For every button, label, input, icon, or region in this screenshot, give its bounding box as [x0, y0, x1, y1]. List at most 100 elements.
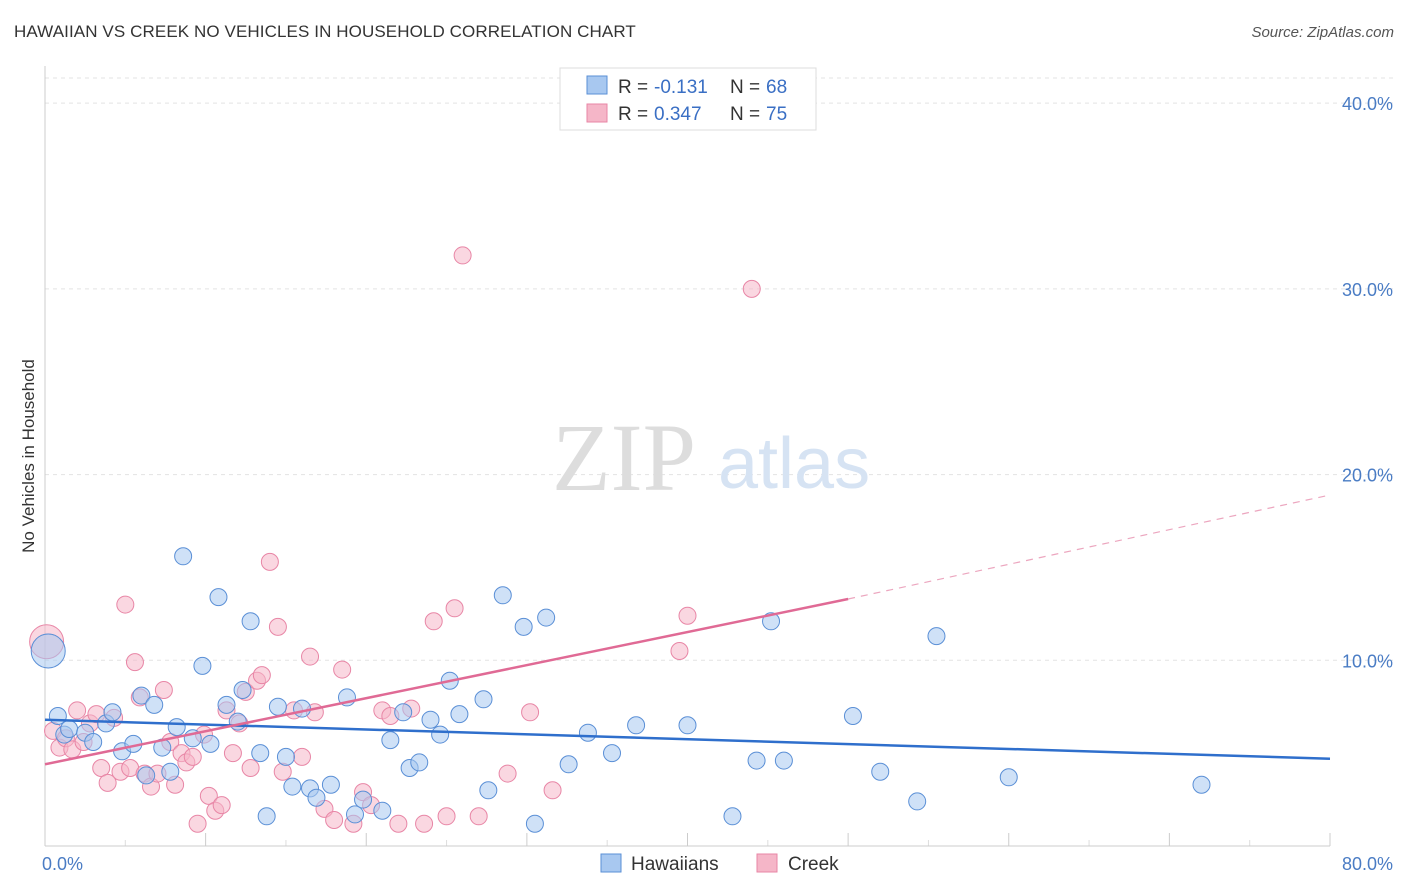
y-tick-label: 30.0%	[1342, 280, 1393, 300]
legend-r-value: 0.347	[654, 104, 702, 125]
bottom-legend: Hawaiians Creek	[600, 853, 839, 875]
data-point	[762, 612, 781, 631]
data-point	[381, 731, 400, 750]
y-tick-label: 20.0%	[1342, 466, 1393, 486]
data-point	[161, 762, 180, 781]
data-point	[871, 762, 890, 781]
watermark: ZIP atlas	[552, 404, 870, 511]
data-point	[479, 781, 498, 800]
data-point	[301, 647, 320, 666]
data-point	[116, 595, 135, 614]
data-point	[678, 606, 697, 625]
data-point	[257, 807, 276, 826]
y-tick-label: 40.0%	[1342, 94, 1393, 114]
data-point	[154, 681, 173, 699]
legend-n-label: N =	[730, 77, 760, 98]
data-point	[389, 814, 408, 833]
data-point	[354, 790, 373, 809]
data-point	[453, 246, 472, 265]
trend-lines	[44, 494, 1331, 766]
data-point	[493, 586, 512, 605]
data-point	[251, 744, 270, 763]
y-axis-label: No Vehicles in Household	[19, 359, 38, 553]
data-point	[68, 701, 87, 720]
data-point	[578, 723, 597, 742]
data-point	[603, 744, 622, 763]
chart-title: HAWAIIAN VS CREEK NO VEHICLES IN HOUSEHO…	[14, 22, 636, 41]
data-point	[293, 699, 311, 718]
data-point	[415, 814, 434, 833]
data-point	[474, 690, 493, 709]
data-point	[84, 733, 103, 751]
data-point	[233, 681, 252, 699]
data-point	[209, 588, 228, 607]
legend-box: R = -0.131 N = 68 R = 0.347 N = 75	[559, 67, 817, 131]
data-point	[537, 608, 556, 627]
data-point	[145, 695, 164, 714]
data-point	[167, 718, 186, 737]
data-point	[424, 612, 443, 631]
watermark-zip: ZIP	[552, 404, 696, 511]
data-point	[241, 759, 260, 777]
data-point	[908, 792, 927, 811]
data-point	[132, 686, 151, 705]
legend-n-value: 75	[766, 104, 787, 125]
data-point	[747, 751, 766, 770]
data-point	[268, 617, 287, 636]
legend-r-value: -0.131	[654, 77, 708, 98]
x-tick-labels: 0.0% 80.0%	[42, 854, 1393, 874]
data-point	[373, 801, 392, 820]
data-point	[283, 777, 302, 796]
data-point	[228, 712, 247, 731]
data-point	[217, 695, 236, 714]
data-point	[843, 707, 862, 725]
legend-n-value: 68	[766, 77, 787, 98]
data-point	[201, 734, 220, 753]
legend-swatch-hawaiians	[586, 75, 608, 95]
data-point	[103, 703, 122, 722]
bottom-legend-swatch-creek	[756, 853, 778, 873]
data-point	[137, 766, 156, 785]
data-point	[293, 747, 311, 766]
legend-r-label: R =	[618, 77, 648, 98]
data-point	[559, 755, 578, 774]
trend-line-creek-extension	[847, 494, 1331, 600]
x-tick-label: 80.0%	[1342, 854, 1393, 874]
legend-n-label: N =	[730, 104, 760, 125]
watermark-atlas: atlas	[718, 424, 870, 504]
bottom-legend-swatch-hawaiians	[600, 853, 622, 873]
data-point	[927, 627, 946, 646]
data-point	[188, 814, 207, 833]
data-point	[92, 759, 111, 777]
data-point	[437, 807, 456, 826]
data-point	[307, 788, 326, 807]
trend-line-creek	[44, 597, 849, 766]
x-tick-marks	[44, 833, 1331, 846]
trend-line-hawaiians	[44, 718, 1331, 760]
grid-lines	[45, 77, 1395, 661]
data-point	[252, 666, 271, 685]
data-point	[268, 697, 287, 716]
chart-source: Source: ZipAtlas.com	[1251, 24, 1394, 41]
data-point	[627, 716, 646, 735]
data-point	[431, 725, 450, 744]
data-point	[999, 768, 1018, 787]
legend-swatch-creek	[586, 103, 608, 123]
data-point	[346, 805, 365, 824]
data-point	[30, 633, 66, 669]
hawaiians-points	[30, 547, 1211, 833]
data-point	[98, 773, 117, 792]
data-point	[469, 807, 488, 826]
data-point	[260, 552, 279, 571]
data-point	[670, 642, 689, 660]
data-point	[333, 660, 352, 679]
data-point	[183, 747, 202, 766]
bottom-legend-creek: Creek	[788, 854, 839, 875]
data-point	[193, 656, 212, 675]
data-point	[241, 612, 260, 631]
y-tick-labels: 10.0% 20.0% 30.0% 40.0%	[1342, 94, 1393, 671]
data-point	[223, 744, 242, 763]
data-point	[410, 753, 429, 772]
data-point	[774, 751, 793, 770]
